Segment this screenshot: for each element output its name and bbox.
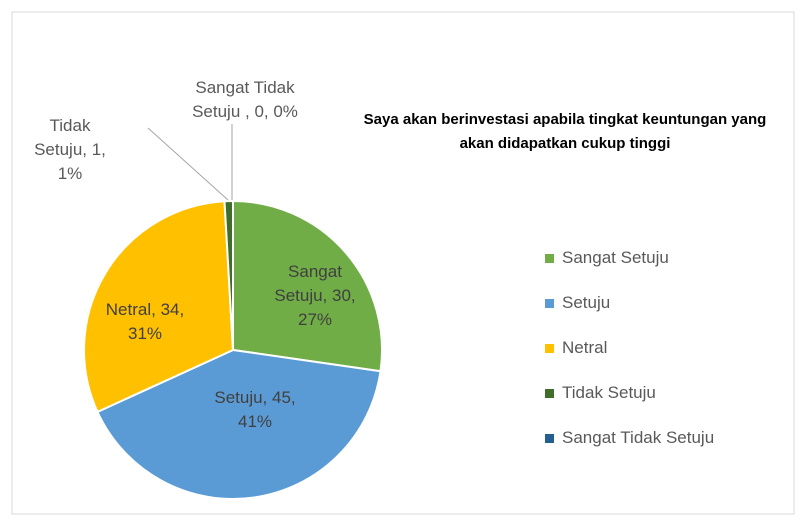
data-label: Sangat Setuju, 30, 27% [274, 262, 356, 329]
leader-line [147, 127, 229, 201]
data-label: Setuju, 45, 41% [214, 388, 296, 431]
legend-entry: Tidak Setuju [545, 383, 656, 403]
data-label: Sangat Tidak Setuju , 0, 0% [192, 78, 298, 121]
legend-swatch [545, 253, 554, 263]
legend-label: Netral [562, 338, 608, 357]
pie-slice [83, 200, 235, 414]
legend-label: Sangat Tidak Setuju [562, 428, 715, 447]
pie [83, 199, 383, 500]
data-label: Tidak Setuju, 1, 1% [34, 116, 106, 183]
legend-swatch [545, 433, 554, 443]
legend-entry: Setuju [545, 293, 610, 313]
legend-entry: Sangat Setuju [545, 248, 669, 268]
legend-label: Sangat Setuju [562, 248, 669, 267]
legend-swatch [545, 343, 554, 353]
legend-swatch [545, 388, 554, 398]
legend-label: Setuju [562, 293, 611, 312]
legend-swatch [545, 298, 554, 308]
legend-entry: Sangat Tidak Setuju [545, 428, 714, 448]
chart-title: Saya akan berinvestasi apabila tingkat k… [363, 111, 767, 152]
pie-slice [232, 199, 383, 373]
chart-border [11, 11, 795, 515]
legend-label: Tidak Setuju [562, 383, 656, 402]
pie-slice [96, 348, 382, 500]
legend-entry: Netral [545, 338, 607, 358]
data-label: Netral, 34, 31% [105, 300, 185, 343]
